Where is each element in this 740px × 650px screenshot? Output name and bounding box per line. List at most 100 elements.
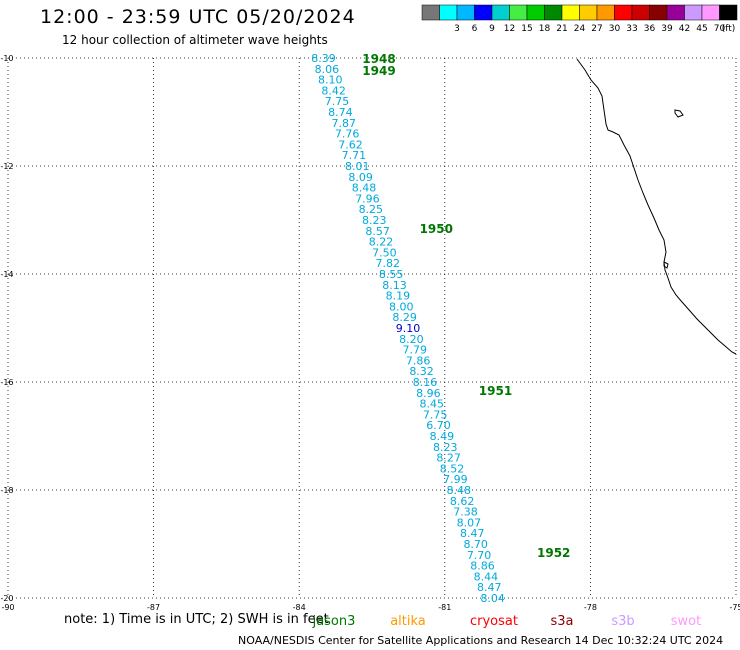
lon-label: -87	[147, 603, 160, 612]
wave-height-value: 8.23	[362, 214, 387, 227]
wave-height-value: 7.71	[342, 149, 367, 162]
lon-label: -75	[729, 603, 740, 612]
wave-height-value: 8.19	[386, 290, 411, 303]
wave-height-value: 8.06	[315, 63, 340, 76]
legend-label: 42	[679, 24, 690, 34]
wave-height-value: 8.04	[480, 592, 505, 605]
wave-height-value: 7.79	[403, 344, 428, 357]
map-title: 12:00 - 23:59 UTC 05/20/2024	[40, 6, 356, 28]
wave-height-value: 7.99	[443, 473, 468, 486]
wave-height-value: 8.74	[328, 106, 353, 119]
legend-label: 39	[661, 24, 673, 34]
wave-height-value: 8.48	[447, 484, 472, 497]
satellite-label: cryosat	[470, 614, 518, 629]
legend-label: 33	[626, 24, 637, 34]
wave-height-value: 8.09	[348, 171, 373, 184]
legend-label: (ft)	[722, 24, 736, 34]
time-label: 1951	[479, 384, 512, 398]
legend-label: 3	[454, 24, 460, 34]
satellite-label: s3a	[550, 614, 573, 629]
lon-label: -81	[438, 603, 451, 612]
legend-label: 12	[504, 24, 515, 34]
lat-label: -18	[0, 486, 13, 495]
wave-height-value: 8.10	[318, 74, 343, 87]
lon-label: -90	[1, 603, 14, 612]
wave-height-value: 8.49	[430, 430, 455, 443]
legend-label: 36	[644, 24, 656, 34]
wave-height-value: 8.96	[416, 387, 441, 400]
wave-height-map: 8.398.068.108.427.758.747.877.767.627.71…	[0, 52, 740, 612]
lat-label: -12	[0, 162, 13, 171]
wave-height-value: 8.01	[345, 160, 370, 173]
wave-height-value: 8.48	[352, 182, 377, 195]
wave-height-value: 8.29	[392, 311, 417, 324]
wave-height-value: 7.75	[325, 95, 350, 108]
wave-height-value: 8.47	[477, 581, 502, 594]
time-label: 1948	[362, 52, 395, 66]
legend-label: 24	[574, 24, 586, 34]
wave-height-value: 8.13	[382, 279, 407, 292]
wave-height-value: 8.27	[436, 452, 461, 465]
wave-height-value: 8.52	[440, 462, 465, 475]
wave-height-value: 8.62	[450, 495, 475, 508]
wave-height-value: 8.55	[379, 268, 404, 281]
island	[674, 109, 684, 118]
lon-label: -78	[584, 603, 597, 612]
wave-height-value: 8.44	[474, 570, 499, 583]
wave-height-value: 8.16	[413, 376, 438, 389]
footer-note: note: 1) Time is in UTC; 2) SWH is in fe…	[64, 612, 329, 627]
legend-label: 30	[609, 24, 621, 34]
wave-height-value: 8.20	[399, 333, 424, 346]
wave-height-value: 8.22	[369, 236, 394, 249]
altimeter-track: 8.398.068.108.427.758.747.877.767.627.71…	[311, 52, 505, 605]
legend-label: 45	[696, 24, 707, 34]
wave-height-value: 8.25	[359, 203, 384, 216]
wave-height-value: 7.62	[338, 138, 363, 151]
time-label: 1950	[420, 222, 453, 236]
legend-label: 21	[556, 24, 567, 34]
wave-height-value: 8.47	[460, 527, 485, 540]
wave-height-value: 8.86	[470, 560, 495, 573]
satellite-label: altika	[390, 614, 426, 629]
wave-height-value: 7.70	[467, 549, 492, 562]
satellite-label: s3b	[611, 614, 634, 629]
time-label: 1949	[362, 64, 395, 78]
wave-height-value: 7.86	[406, 354, 431, 367]
wave-height-value: 8.70	[463, 538, 488, 551]
lat-label: -20	[0, 594, 13, 603]
wave-height-value: 7.96	[355, 192, 380, 205]
wave-height-value: 8.42	[321, 84, 346, 97]
note-text: note: 1) Time is in UTC; 2) SWH is in fe…	[64, 612, 329, 627]
legend-label: 27	[591, 24, 602, 34]
axis-labels: -10 -12 -14 -16 -18 -20-90 -87 -84 -81 -78 -75	[0, 54, 740, 612]
legend-label: 15	[521, 24, 532, 34]
map-subtitle: 12 hour collection of altimeter wave hei…	[62, 33, 328, 47]
satellite-label: swot	[671, 614, 701, 629]
wave-height-value: 7.75	[423, 408, 448, 421]
credit-line: NOAA/NESDIS Center for Satellite Applica…	[238, 634, 724, 647]
lat-label: -16	[0, 378, 13, 387]
legend-label: 6	[472, 24, 478, 34]
wave-height-value: 7.50	[372, 246, 397, 259]
island	[663, 261, 669, 269]
wave-height-value: 7.82	[375, 257, 400, 270]
legend-label: 18	[539, 24, 551, 34]
lon-label: -84	[293, 603, 306, 612]
wave-height-value: 7.38	[453, 506, 478, 519]
wave-height-value: 7.76	[335, 128, 360, 141]
coastline	[576, 58, 737, 355]
lat-lon-grid	[7, 57, 737, 599]
wave-height-value: 8.23	[433, 441, 458, 454]
wave-height-value: 8.32	[409, 365, 434, 378]
legend-label: 70	[714, 24, 726, 34]
lat-label: -14	[0, 270, 13, 279]
wave-height-value: 8.39	[311, 52, 336, 65]
legend-label: 9	[489, 24, 495, 34]
wave-height-value: 6.70	[426, 419, 451, 432]
wave-height-value: 8.00	[389, 300, 414, 313]
wave-height-value: 8.07	[457, 516, 482, 529]
wave-height-value: 8.57	[365, 225, 390, 238]
legend-swatch	[719, 4, 738, 21]
wave-height-value: 9.10	[396, 322, 421, 335]
